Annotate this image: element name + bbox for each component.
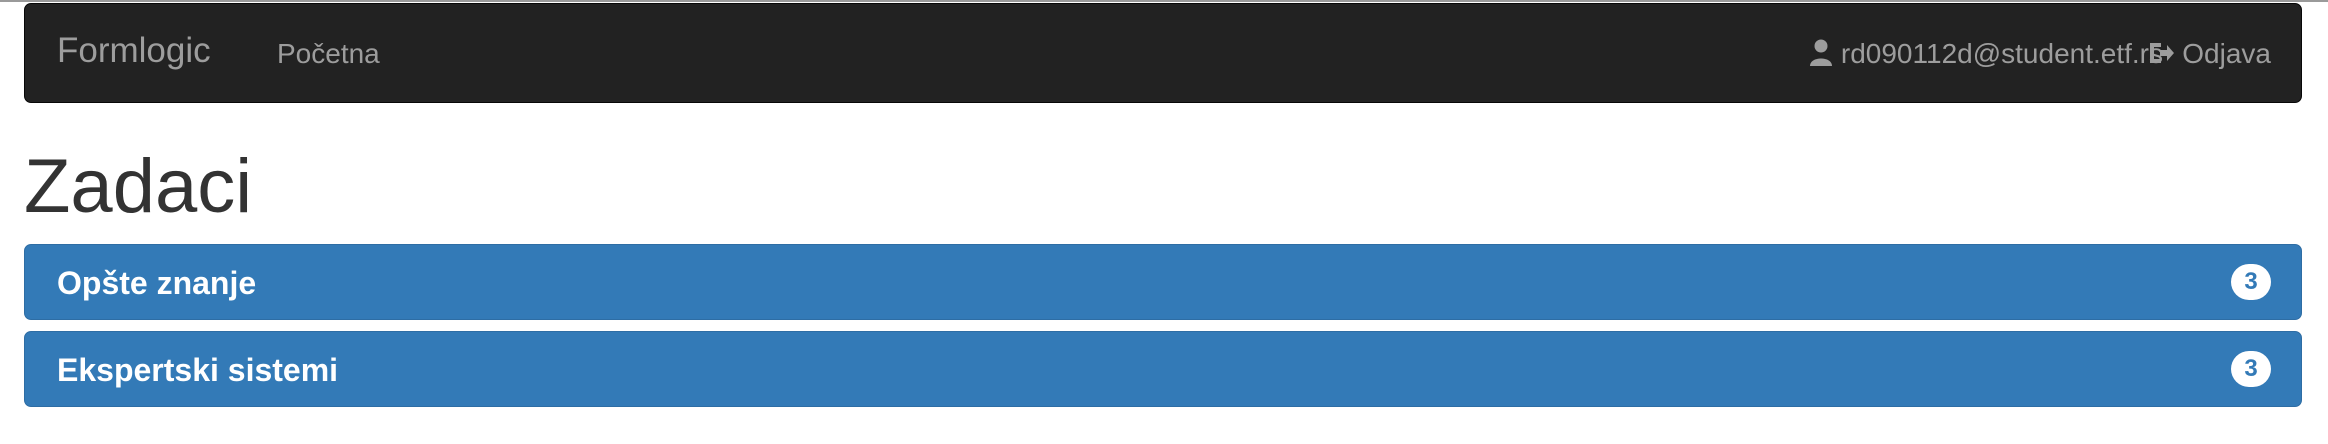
logout-link[interactable]: Odjava [2148,36,2271,75]
nav-home-link[interactable]: Početna [277,38,380,69]
task-count-badge: 3 [2231,264,2271,300]
task-group-general-knowledge[interactable]: Opšte znanje 3 [24,244,2302,320]
task-group-title: Opšte znanje [57,265,257,301]
task-group-title: Ekspertski sistemi [57,352,339,388]
logout-label: Odjava [2182,38,2271,69]
brand-link[interactable]: Formlogic [57,31,211,70]
task-group-expert-systems[interactable]: Ekspertski sistemi 3 [24,331,2302,407]
top-navbar: Formlogic Početna rd090112d@student.etf.… [24,3,2302,103]
task-count-badge: 3 [2231,351,2271,387]
top-divider [0,0,2328,2]
nav-user-link[interactable]: rd090112d@student.etf.rs [1808,36,2163,75]
user-icon [1808,38,1834,75]
page-title: Zadaci [24,144,253,229]
user-email: rd090112d@student.etf.rs [1840,38,2163,69]
logout-icon [2148,39,2175,75]
